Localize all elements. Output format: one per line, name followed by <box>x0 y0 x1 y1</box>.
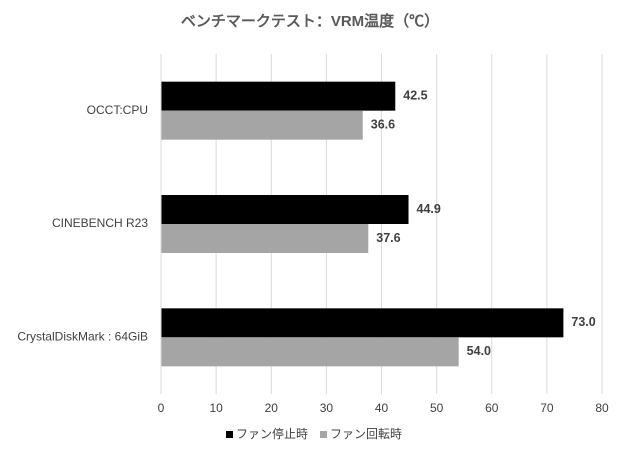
value-label: 73.0 <box>571 315 595 329</box>
legend-label: ファン回転時 <box>330 427 402 441</box>
value-label: 36.6 <box>371 117 395 131</box>
x-tick-label: 50 <box>430 401 444 415</box>
x-tick-label: 0 <box>158 401 165 415</box>
bar <box>161 224 369 253</box>
y-tick-label: CrystalDiskMark : 64GiB <box>17 330 148 344</box>
x-tick-label: 80 <box>595 401 609 415</box>
x-tick-label: 70 <box>540 401 554 415</box>
y-tick-label: OCCT:CPU <box>87 103 148 117</box>
bar <box>161 81 396 111</box>
bar <box>161 110 363 140</box>
chart-title: ベンチマークテスト：VRM温度（℃） <box>181 12 439 30</box>
y-tick-label: CINEBENCH R23 <box>52 216 148 230</box>
legend-label: ファン停止時 <box>236 426 308 441</box>
value-label: 37.6 <box>376 231 400 245</box>
bar <box>161 308 564 338</box>
bar <box>161 195 409 224</box>
x-tick-label: 40 <box>375 401 389 415</box>
value-label: 42.5 <box>403 88 427 102</box>
x-tick-label: 30 <box>320 401 334 415</box>
value-label: 54.0 <box>467 344 491 358</box>
value-label: 44.9 <box>417 202 441 216</box>
x-tick-label: 60 <box>485 401 499 415</box>
legend-swatch <box>320 431 328 438</box>
bar <box>161 337 459 367</box>
x-tick-label: 10 <box>209 401 223 415</box>
legend-swatch <box>226 431 233 438</box>
x-tick-label: 20 <box>265 401 279 415</box>
